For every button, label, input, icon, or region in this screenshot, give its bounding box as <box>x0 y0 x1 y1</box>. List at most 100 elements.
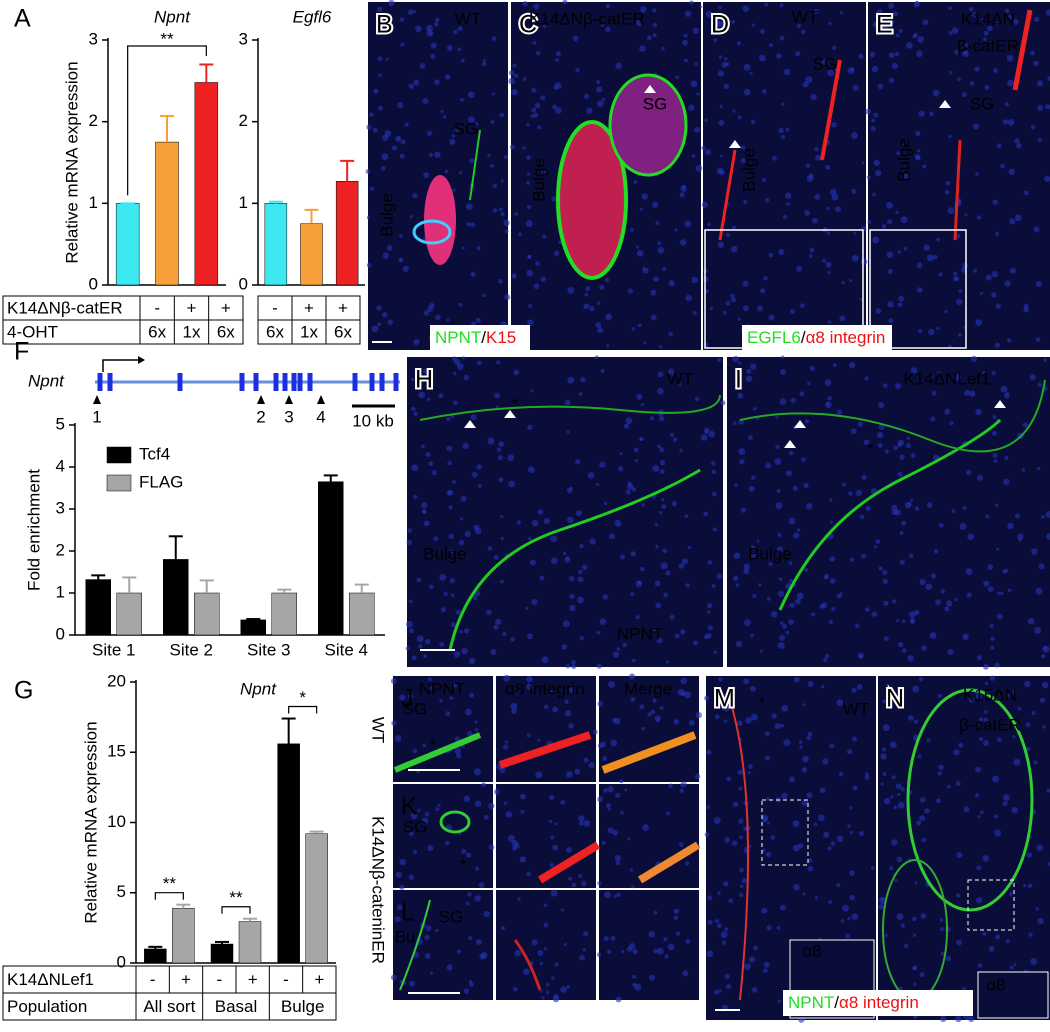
image-nuclei <box>631 658 636 663</box>
image-nuclei <box>404 122 409 127</box>
image-nuclei <box>781 792 788 800</box>
significance-bracket <box>127 45 207 196</box>
image-nuclei <box>760 29 765 34</box>
bar <box>172 907 195 964</box>
image-nuclei <box>1036 844 1044 851</box>
image-nuclei <box>1006 693 1011 698</box>
caption-part: NPNT <box>435 328 481 347</box>
image-nuclei <box>566 985 570 989</box>
image-nuclei <box>578 874 583 879</box>
image-nuclei <box>539 989 543 993</box>
image-nuclei <box>775 502 783 510</box>
image-nuclei <box>984 85 990 90</box>
image-nuclei <box>434 22 439 27</box>
image-nuclei <box>671 373 675 377</box>
gene-name: Npnt <box>28 371 65 390</box>
image-nuclei <box>500 514 504 519</box>
image-nuclei <box>480 951 488 959</box>
image-nuclei <box>553 250 560 257</box>
image-nuclei <box>669 614 675 620</box>
image-nuclei <box>456 752 462 759</box>
image-nuclei <box>882 771 887 776</box>
image-nuclei <box>578 392 583 396</box>
y-tick-label: 3 <box>239 29 248 48</box>
image-nuclei <box>991 292 997 298</box>
image-nuclei <box>596 663 602 669</box>
image-nuclei <box>983 717 989 723</box>
image-nuclei <box>807 680 814 688</box>
image-nuclei <box>871 65 879 73</box>
image-nuclei <box>983 663 989 670</box>
image-label: WT <box>667 369 693 388</box>
image-nuclei <box>1037 917 1044 925</box>
image-nuclei <box>896 913 904 920</box>
image-nuclei <box>1029 50 1035 56</box>
image-nuclei <box>552 104 557 110</box>
image-nuclei <box>856 683 863 690</box>
image-nuclei <box>517 897 521 901</box>
image-nuclei <box>725 300 731 306</box>
image-nuclei <box>1021 468 1026 472</box>
image-nuclei <box>964 213 968 217</box>
image-nuclei <box>505 811 513 818</box>
image-nuclei <box>983 580 990 587</box>
image-nuclei <box>470 271 476 277</box>
image-nuclei <box>509 144 516 150</box>
image-nuclei <box>438 393 444 399</box>
image-nuclei <box>995 22 1000 26</box>
image-nuclei <box>552 844 559 851</box>
image-nuclei <box>668 783 673 789</box>
image-nuclei <box>730 297 736 303</box>
image-nuclei <box>599 461 606 468</box>
image-nuclei <box>947 785 951 789</box>
image-nuclei <box>732 355 739 363</box>
image-nuclei <box>526 871 531 877</box>
image-nuclei <box>633 447 639 453</box>
image-nuclei <box>514 212 519 216</box>
image-nuclei <box>778 248 785 256</box>
image-nuclei <box>780 368 787 375</box>
exon <box>177 373 183 391</box>
image-nuclei <box>460 495 467 502</box>
image-nuclei <box>514 843 520 849</box>
image-nuclei <box>829 578 836 584</box>
image-nuclei <box>544 704 549 710</box>
image-nuclei <box>903 246 908 251</box>
image-nuclei <box>830 841 836 846</box>
image-nuclei <box>604 891 611 899</box>
image-structure <box>977 971 1049 1019</box>
bar <box>115 203 140 286</box>
image-nuclei <box>806 175 814 182</box>
image-nuclei <box>936 237 941 242</box>
image-nuclei <box>641 726 646 731</box>
image-nuclei <box>811 612 816 617</box>
image-nuclei <box>1007 79 1014 87</box>
image-nuclei <box>722 940 727 945</box>
image-nuclei <box>647 712 652 717</box>
image-nuclei <box>849 557 854 562</box>
image-nuclei <box>520 809 525 814</box>
image-nuclei <box>736 720 743 727</box>
image-nuclei <box>940 927 945 932</box>
image-nuclei <box>779 3 784 8</box>
image-nuclei <box>768 252 774 258</box>
image-nuclei <box>839 592 843 596</box>
image-nuclei <box>495 618 502 626</box>
image-nuclei <box>990 645 995 650</box>
image-nuclei <box>474 527 482 535</box>
image-nuclei <box>431 470 437 476</box>
image-nuclei <box>798 740 803 744</box>
image-nuclei <box>750 363 757 370</box>
image-nuclei <box>938 272 943 277</box>
image-nuclei <box>567 376 575 384</box>
image-nuclei <box>839 315 846 322</box>
image-nuclei <box>731 840 738 846</box>
image-nuclei <box>809 254 813 258</box>
micrograph <box>727 355 1050 670</box>
image-nuclei <box>543 517 550 525</box>
image-nuclei <box>759 649 764 653</box>
image-nuclei <box>1046 788 1050 793</box>
image-nuclei <box>752 407 757 411</box>
image-nuclei <box>533 112 539 118</box>
image-nuclei <box>888 77 895 84</box>
